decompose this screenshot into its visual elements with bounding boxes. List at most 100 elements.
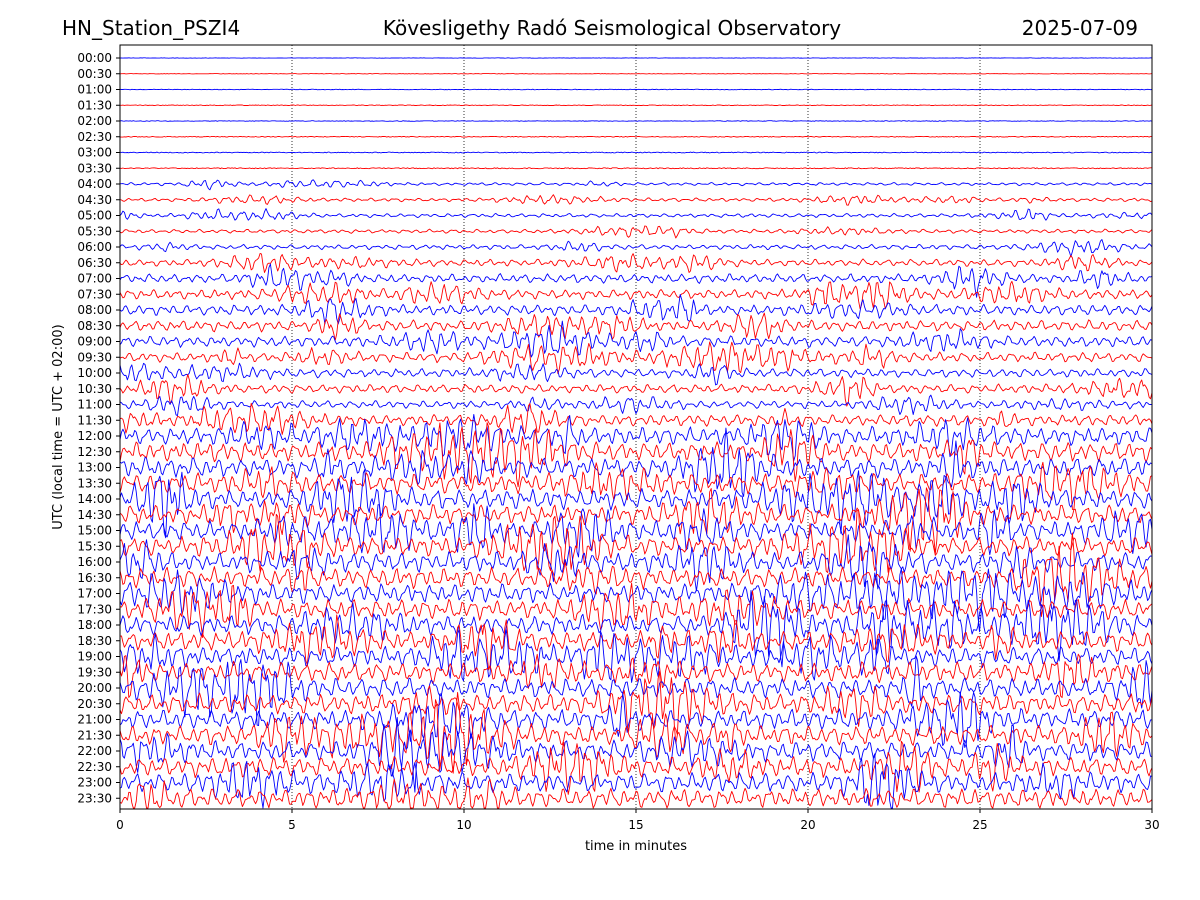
x-tick-label: 25	[972, 818, 987, 832]
y-tick-label: 18:30	[77, 634, 112, 648]
y-tick-label: 01:30	[77, 98, 112, 112]
y-tick-label: 11:30	[77, 413, 112, 427]
x-tick-label: 10	[456, 818, 471, 832]
x-tick-labels: 0 5 10 15 20 25 30	[116, 809, 1160, 832]
trace-row	[119, 402, 1153, 435]
x-tick-label: 5	[288, 818, 296, 832]
trace-row	[119, 194, 1153, 206]
y-tick-label: 06:00	[77, 240, 112, 254]
trace-row	[119, 312, 1153, 341]
trace-row	[119, 280, 1153, 310]
trace-row	[119, 151, 1153, 154]
trace-row	[119, 582, 1153, 639]
y-tick-label: 05:30	[77, 224, 112, 238]
trace-row	[119, 373, 1153, 407]
station-title: HN_Station_PSZI4	[62, 16, 240, 40]
trace-row	[119, 671, 1153, 744]
y-tick-label: 20:30	[77, 697, 112, 711]
observatory-title: Kövesligethy Radó Seismological Observat…	[383, 16, 841, 40]
y-tick-label: 02:30	[77, 130, 112, 144]
y-tick-label: 01:00	[77, 83, 112, 97]
trace-row	[119, 88, 1153, 91]
trace-row	[119, 179, 1153, 191]
trace-row	[119, 208, 1153, 221]
trace-row	[119, 469, 1153, 539]
trace-row	[119, 413, 1153, 462]
y-tick-label: 13:30	[77, 476, 112, 490]
y-tick-label: 14:30	[77, 508, 112, 522]
vertical-grid	[291, 45, 981, 809]
trace-row	[119, 590, 1153, 668]
trace-row	[119, 294, 1153, 325]
x-tick-label: 20	[800, 818, 815, 832]
trace-row	[119, 394, 1153, 417]
trace-row	[119, 655, 1153, 727]
y-tick-label: 13:00	[77, 461, 112, 475]
y-tick-label: 15:00	[77, 524, 112, 538]
y-tick-label: 16:00	[77, 555, 112, 569]
y-tick-label: 05:00	[77, 209, 112, 223]
trace-row	[119, 362, 1153, 386]
x-tick-label: 30	[1144, 818, 1159, 832]
y-tick-label: 04:30	[77, 193, 112, 207]
y-tick-label: 11:00	[77, 398, 112, 412]
trace-row	[120, 104, 1153, 106]
y-tick-label: 08:30	[77, 319, 112, 333]
y-tick-label: 07:00	[77, 272, 112, 286]
y-tick-label: 17:30	[77, 602, 112, 616]
y-tick-label: 22:00	[77, 744, 112, 758]
y-tick-label: 09:30	[77, 350, 112, 364]
y-tick-label: 03:30	[77, 161, 112, 175]
trace-row	[119, 534, 1153, 592]
trace-row	[119, 135, 1153, 138]
plot-frame	[119, 44, 1153, 810]
y-tick-label: 22:30	[77, 760, 112, 774]
trace-row	[119, 225, 1153, 239]
y-tick-label: 17:00	[77, 587, 112, 601]
trace-row	[119, 422, 1153, 488]
y-axis-label: UTC (local time = UTC + 02:00)	[51, 324, 66, 529]
y-tick-label: 00:30	[77, 67, 112, 81]
y-tick-label: 18:00	[77, 618, 112, 632]
x-tick-label: 0	[116, 818, 124, 832]
y-tick-label: 03:00	[77, 146, 112, 160]
trace-row	[119, 239, 1153, 258]
y-tick-label: 02:00	[77, 114, 112, 128]
y-tick-label: 14:00	[77, 492, 112, 506]
y-tick-label: 08:00	[77, 303, 112, 317]
trace-row	[119, 532, 1153, 617]
trace-row	[119, 120, 1153, 122]
trace-row	[119, 487, 1153, 555]
y-tick-label: 04:00	[77, 177, 112, 191]
trace-row	[119, 427, 1153, 497]
date-title: 2025-07-09	[1022, 16, 1138, 40]
seismic-traces	[119, 57, 1153, 809]
trace-row	[119, 717, 1153, 793]
trace-row	[119, 461, 1153, 510]
trace-row	[119, 320, 1153, 358]
x-axis-label: time in minutes	[585, 839, 687, 854]
y-tick-label: 12:30	[77, 445, 112, 459]
trace-row	[119, 653, 1153, 699]
trace-row	[119, 167, 1152, 170]
trace-row	[119, 629, 1153, 683]
x-tick-label: 15	[628, 818, 643, 832]
y-tick-label: 06:30	[77, 256, 112, 270]
trace-row	[119, 341, 1153, 374]
y-tick-label: 20:00	[77, 681, 112, 695]
y-tick-label: 09:00	[77, 335, 112, 349]
trace-row	[119, 691, 1153, 748]
y-tick-label: 19:30	[77, 665, 112, 679]
y-tick-label: 23:00	[77, 776, 112, 790]
y-tick-label: 00:00	[77, 51, 112, 65]
trace-row	[119, 777, 1153, 809]
trace-row	[119, 503, 1153, 558]
y-tick-label: 19:00	[77, 650, 112, 664]
trace-row	[119, 614, 1153, 671]
y-tick-label: 15:30	[77, 539, 112, 553]
trace-row	[119, 567, 1153, 633]
y-tick-label: 23:30	[77, 791, 112, 805]
y-tick-label: 10:00	[77, 366, 112, 380]
